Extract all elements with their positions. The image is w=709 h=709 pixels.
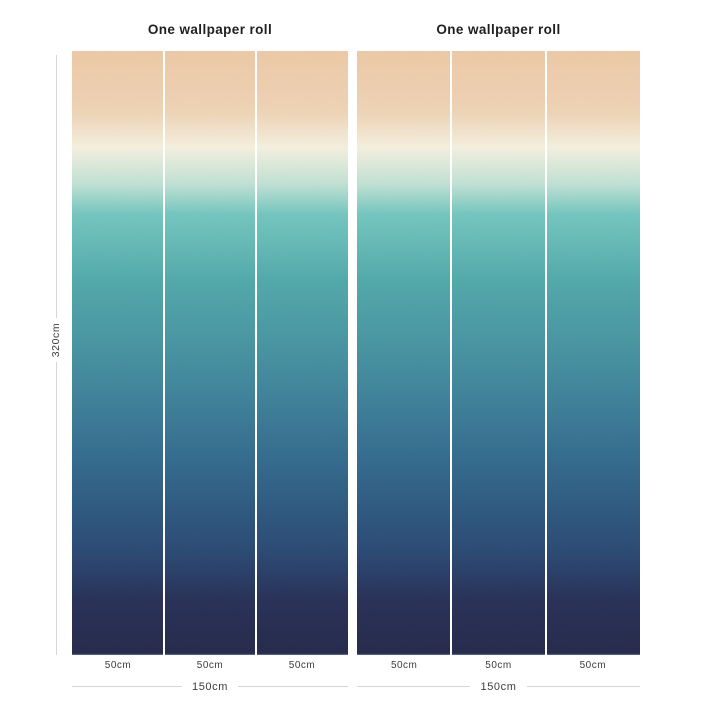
height-dimension-line-top <box>56 55 57 318</box>
wallpaper-strip <box>452 51 545 655</box>
height-dimension-label: 320cm <box>50 322 62 358</box>
strip-width-label: 50cm <box>579 660 607 671</box>
height-dimension-line-bottom <box>56 362 57 655</box>
wallpaper-strip <box>72 51 163 655</box>
roll-title: One wallpaper roll <box>147 22 273 37</box>
wallpaper-strip <box>547 51 640 655</box>
roll-title: One wallpaper roll <box>436 22 561 37</box>
dimension-line <box>238 686 348 687</box>
strip-width-labels: 50cm 50cm 50cm <box>72 660 348 671</box>
strip-width-label: 50cm <box>485 660 512 671</box>
roll-width-label: 150cm <box>191 680 229 693</box>
strip-width-label: 50cm <box>196 660 224 671</box>
wallpaper-strip <box>357 51 450 655</box>
roll-width-dimension: 150cm <box>72 680 348 693</box>
dimension-line <box>357 686 471 687</box>
wallpaper-roll-left: One wallpaper roll 50cm 50cm 50cm 150cm <box>72 22 349 693</box>
wallpaper-panel <box>357 51 640 655</box>
wallpaper-roll-right: One wallpaper roll 50cm 50cm 50cm 150cm <box>357 22 640 693</box>
dimension-line <box>526 686 640 687</box>
strip-width-label: 50cm <box>390 660 418 671</box>
roll-width-dimension: 150cm <box>357 680 640 693</box>
strip-width-label: 50cm <box>104 660 132 671</box>
dimension-line <box>72 686 182 687</box>
strip-width-label: 50cm <box>288 660 316 671</box>
wallpaper-strip <box>164 51 256 655</box>
strip-width-labels: 50cm 50cm 50cm <box>357 660 640 671</box>
wallpaper-strip <box>257 51 349 655</box>
roll-width-label: 150cm <box>480 680 517 693</box>
wallpaper-panel <box>72 51 349 655</box>
